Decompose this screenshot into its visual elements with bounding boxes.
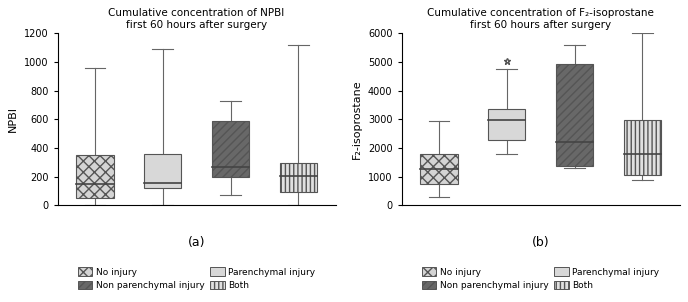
Bar [556,63,593,166]
Text: (a): (a) [188,236,205,249]
Legend: No injury, Non parenchymal injury, Parenchymal injury, Both: No injury, Non parenchymal injury, Paren… [422,268,659,290]
Legend: No injury, Non parenchymal injury, Parenchymal injury, Both: No injury, Non parenchymal injury, Paren… [78,268,315,290]
Bar [144,154,182,188]
Bar [420,154,458,184]
Text: (b): (b) [532,236,550,249]
Bar [624,120,661,175]
Y-axis label: NPBI: NPBI [8,106,19,132]
Y-axis label: F₂-isoprostane: F₂-isoprostane [352,80,363,159]
Bar [76,155,114,198]
Bar [280,163,317,192]
Bar [212,121,249,177]
Bar [488,108,526,140]
Title: Cumulative concentration of NPBI
first 60 hours after surgery: Cumulative concentration of NPBI first 6… [109,8,285,30]
Title: Cumulative concentration of F₂-isoprostane
first 60 hours after surgery: Cumulative concentration of F₂-isoprosta… [427,8,654,30]
